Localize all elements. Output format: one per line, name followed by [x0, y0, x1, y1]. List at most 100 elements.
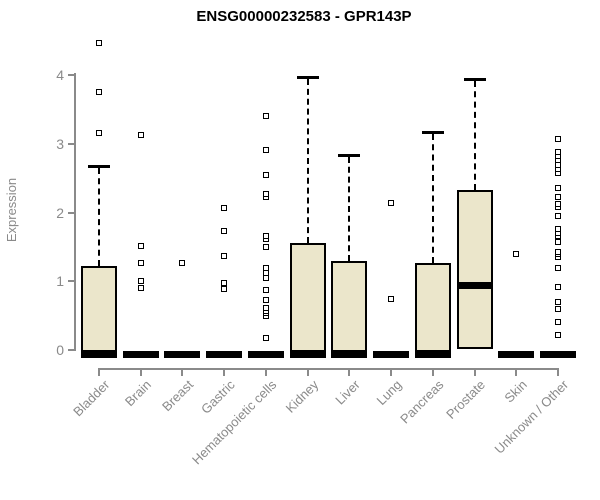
collapsed-box-bar [540, 351, 576, 358]
y-axis-tick [68, 74, 75, 76]
outlier-point [555, 305, 561, 312]
y-axis-tick-label: 4 [56, 67, 64, 83]
y-axis-tick-label: 1 [56, 273, 64, 290]
median-bar [331, 351, 368, 358]
outlier-point [555, 239, 561, 246]
outlier-point [555, 248, 561, 255]
x-axis-tick [306, 369, 309, 376]
y-axis-tick-label: 0 [56, 342, 64, 358]
x-axis-line [98, 368, 559, 370]
box-iqr [456, 189, 493, 349]
y-axis-tick [68, 211, 75, 214]
outlier-point [221, 252, 228, 259]
whisker-line [306, 79, 309, 244]
x-category-label: Gastric [198, 377, 238, 417]
box-iqr [331, 260, 368, 352]
outlier-point [262, 190, 269, 197]
outlier-point [555, 149, 561, 155]
x-category-label: Lung [373, 377, 405, 409]
x-category-label: Kidney [282, 377, 322, 416]
median-bar [81, 351, 117, 358]
x-axis-tick [181, 369, 184, 376]
x-category-label: Skin [501, 377, 530, 406]
median-bar [289, 351, 326, 358]
x-category-label: Brain [122, 377, 155, 410]
outlier-point [96, 89, 102, 96]
x-axis-tick [348, 369, 351, 376]
chart-title: ENSG00000232583 - GPR143P [196, 8, 412, 25]
x-category-label: Pancreas [396, 377, 447, 427]
outlier-point [221, 204, 228, 211]
whisker-line [98, 168, 100, 267]
outlier-point [221, 228, 228, 235]
outlier-point [262, 146, 269, 153]
outlier-point [137, 278, 144, 285]
outlier-point [555, 318, 561, 325]
y-axis-tick [68, 142, 75, 145]
x-category-label: Breast [158, 377, 197, 415]
outlier-point [555, 226, 561, 232]
collapsed-box-bar [122, 351, 159, 358]
whisker-line [431, 134, 434, 263]
outlier-point [262, 265, 269, 272]
y-axis-tick [68, 349, 75, 351]
y-axis-tick-label: 3 [56, 135, 64, 152]
whisker-line [348, 156, 351, 261]
x-category-label: Bladder [70, 377, 113, 420]
outlier-point [555, 135, 561, 142]
x-axis-tick [98, 369, 100, 376]
whisker-cap [421, 131, 444, 135]
x-axis-tick [515, 369, 518, 376]
collapsed-box-bar [206, 351, 243, 358]
outlier-point [262, 171, 269, 178]
x-axis-tick [264, 369, 267, 376]
outlier-point [137, 259, 144, 266]
outlier-point [137, 131, 144, 138]
outlier-point [555, 212, 561, 219]
outlier-point [179, 259, 186, 266]
outlier-point [555, 265, 561, 272]
box-iqr [81, 266, 117, 352]
x-axis-tick [431, 369, 434, 376]
collapsed-box-bar [498, 351, 535, 358]
outlier-point [221, 285, 228, 292]
x-category-label: Liver [332, 377, 363, 408]
outlier-point [262, 335, 269, 342]
y-axis-tick-label: 2 [56, 204, 64, 221]
outlier-point [555, 193, 561, 200]
y-axis-tick [68, 280, 75, 283]
x-axis-tick [139, 369, 142, 376]
outlier-point [555, 331, 561, 338]
median-bar [414, 351, 451, 358]
whisker-cap [338, 153, 361, 157]
outlier-point [262, 113, 269, 120]
outlier-point [262, 232, 269, 239]
outlier-point [262, 287, 269, 294]
x-category-label: Prostate [443, 377, 489, 422]
x-category-label: Unknown / Other [492, 377, 572, 457]
outlier-point [388, 296, 395, 303]
y-axis-line [74, 73, 76, 351]
outlier-point [262, 296, 269, 303]
outlier-point [262, 243, 269, 250]
whisker-cap [88, 165, 110, 169]
outlier-point [555, 184, 561, 191]
outlier-point [137, 285, 144, 292]
whisker-cap [463, 78, 486, 82]
outlier-point [555, 283, 561, 290]
outlier-point [96, 129, 102, 136]
whisker-cap [296, 76, 319, 80]
outlier-point [221, 280, 228, 287]
outlier-point [96, 40, 102, 47]
collapsed-box-bar [373, 351, 410, 358]
box-iqr [289, 243, 326, 352]
box-iqr [414, 262, 451, 352]
outlier-point [388, 199, 395, 206]
x-axis-tick [473, 369, 476, 376]
outlier-point [555, 298, 561, 305]
whisker-line [473, 81, 476, 190]
y-axis-label: Expression [4, 177, 19, 243]
x-axis-tick [557, 369, 559, 376]
outlier-point [262, 305, 269, 312]
